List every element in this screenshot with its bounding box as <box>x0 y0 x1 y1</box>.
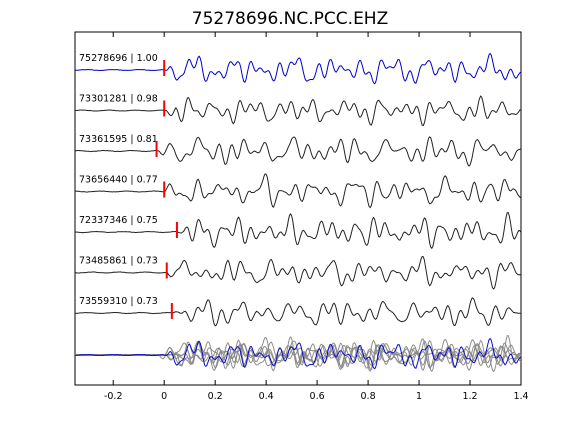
trace-line-2 <box>74 95 522 127</box>
x-tick-label-3: 0.4 <box>259 391 274 402</box>
trace-label-1: 75278696 | 1.00 <box>79 53 158 64</box>
plot-area <box>74 31 522 386</box>
x-tick-label-1: 0 <box>161 391 167 402</box>
trace-label-3: 73361595 | 0.81 <box>79 134 158 145</box>
trace-label-4: 73656440 | 0.77 <box>79 175 158 186</box>
x-axis: -0.2 0 0.2 0.4 0.6 0.8 1 1.2 1.4 <box>104 32 529 402</box>
trace-line-3 <box>74 136 522 167</box>
overlay-stack-group <box>74 335 522 373</box>
trace-line-4 <box>75 173 522 209</box>
trace-line-6 <box>74 255 522 290</box>
x-tick-label-0: -0.2 <box>104 391 123 402</box>
chart-title: 75278696.NC.PCC.EHZ <box>192 9 389 29</box>
x-tick-label-8: 1.4 <box>513 391 528 402</box>
trace-line-5 <box>74 212 522 250</box>
stack-line-7 <box>74 337 522 370</box>
x-tick-label-5: 0.8 <box>361 391 376 402</box>
trace-label-5: 72337346 | 0.75 <box>79 215 158 226</box>
x-tick-label-4: 0.6 <box>310 391 325 402</box>
traces-group: 75278696 | 1.00 73301281 | 0.98 73361595 |… <box>74 52 522 327</box>
x-tick-label-2: 0.2 <box>208 391 223 402</box>
x-tick-label-6: 1 <box>416 391 422 402</box>
trace-label-6: 73485861 | 0.73 <box>79 256 158 267</box>
trace-line-7 <box>74 297 522 327</box>
trace-label-2: 73301281 | 0.98 <box>79 94 158 105</box>
trace-line-1 <box>74 52 522 85</box>
x-tick-label-7: 1.2 <box>462 391 477 402</box>
trace-label-7: 73559310 | 0.73 <box>79 296 158 307</box>
